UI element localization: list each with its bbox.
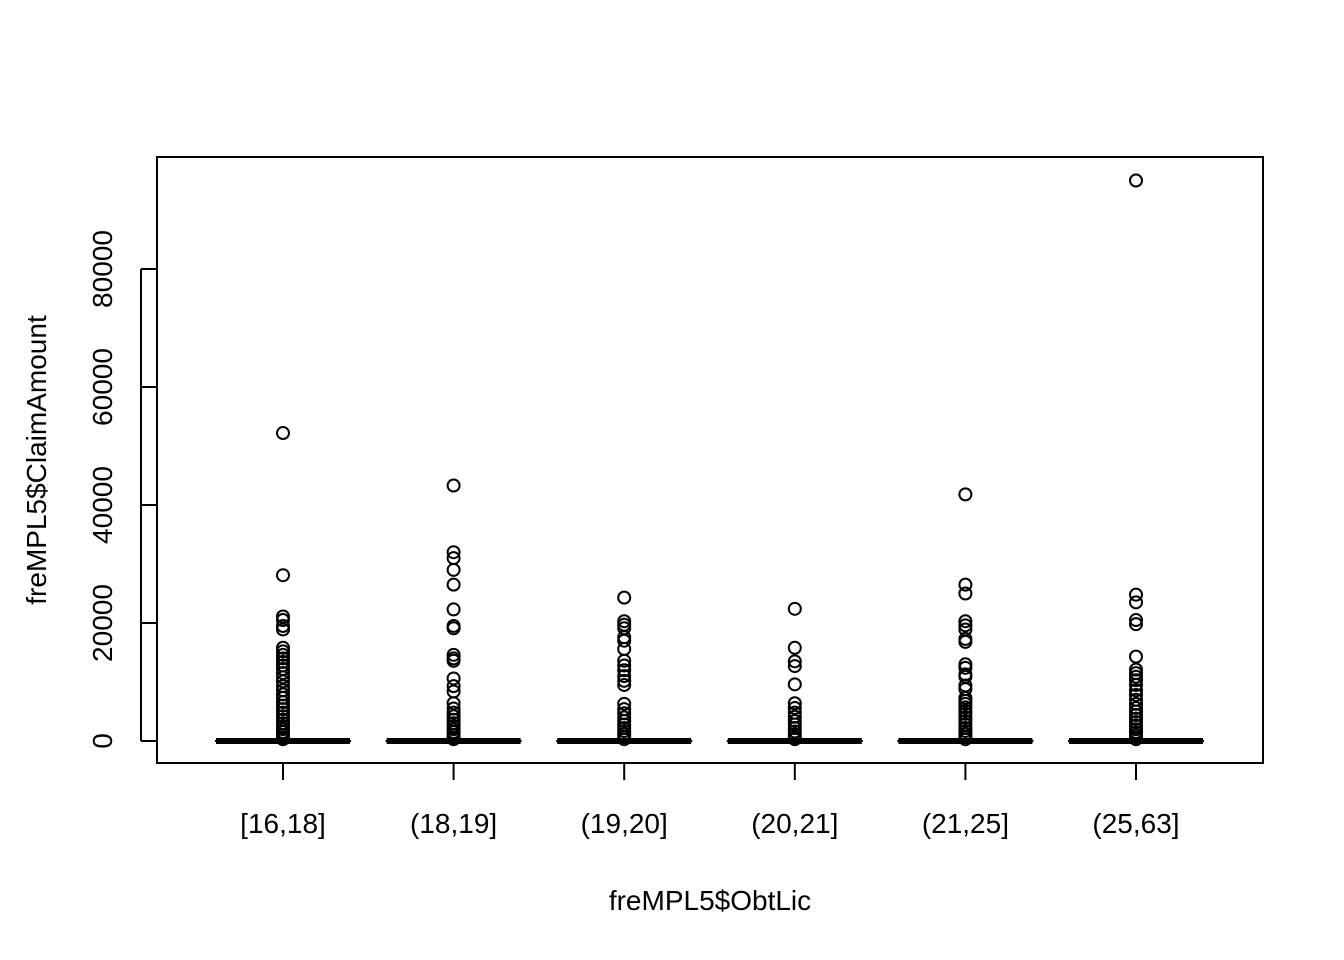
outlier-point — [787, 677, 802, 692]
y-tick-label: 80000 — [87, 230, 118, 308]
box-group — [1068, 173, 1204, 747]
outlier-point — [617, 673, 632, 688]
outlier-point — [1129, 613, 1143, 628]
box-group — [556, 590, 693, 747]
box-group — [215, 426, 351, 747]
outlier-point — [1129, 587, 1143, 602]
outlier-point — [446, 621, 461, 636]
outlier-point — [446, 577, 461, 592]
outlier-point — [446, 478, 461, 493]
outlier-point — [276, 732, 290, 747]
outlier-point — [1129, 649, 1143, 664]
outlier-point — [446, 545, 461, 560]
outlier-point — [958, 577, 973, 592]
outlier-point — [617, 653, 632, 668]
box-group — [726, 601, 863, 747]
outlier-point — [958, 487, 973, 502]
x-tick-label: [16,18] — [240, 808, 326, 839]
outlier-point — [958, 614, 973, 629]
outlier-point — [1129, 173, 1143, 188]
outlier-point — [617, 696, 632, 711]
outlier-point — [1129, 677, 1143, 692]
outlier-point — [617, 641, 632, 656]
outlier-point — [787, 696, 802, 711]
x-tick-label: (21,25] — [922, 808, 1009, 839]
x-axis-label: freMPL5$ObtLic — [609, 885, 811, 916]
outlier-point — [617, 732, 632, 747]
outlier-point — [787, 732, 802, 747]
y-axis: 0 20000 40000 60000 80000 — [87, 230, 157, 749]
outlier-point — [617, 663, 632, 678]
outlier-point — [446, 602, 461, 617]
outlier-point — [958, 586, 973, 601]
box-group — [385, 478, 522, 747]
outlier-point — [446, 562, 461, 577]
outlier-point — [617, 677, 632, 692]
outlier-point — [958, 660, 973, 675]
outlier-point — [276, 568, 290, 583]
outlier-point — [1129, 617, 1143, 632]
outlier-point — [958, 634, 973, 649]
y-axis-label: freMPL5$ClaimAmount — [21, 315, 52, 605]
y-tick-label: 40000 — [87, 466, 118, 544]
outlier-point — [958, 618, 973, 633]
plot-frame — [156, 156, 1264, 764]
boxes-layer — [215, 173, 1204, 747]
outlier-point — [617, 633, 632, 648]
y-tick-label: 60000 — [87, 348, 118, 426]
x-tick-label: (19,20] — [581, 808, 668, 839]
outlier-point — [1129, 732, 1143, 747]
outlier-point — [787, 654, 802, 669]
outlier-point — [787, 640, 802, 655]
outlier-point — [276, 613, 290, 628]
outlier-point — [617, 590, 632, 605]
y-tick-label: 0 — [87, 733, 118, 749]
y-tick-label: 20000 — [87, 584, 118, 662]
outlier-point — [446, 679, 461, 694]
outlier-point — [1129, 683, 1143, 698]
outlier-point — [446, 732, 461, 747]
outlier-point — [787, 659, 802, 674]
outlier-point — [787, 601, 802, 616]
outlier-point — [617, 658, 632, 673]
outlier-point — [446, 653, 461, 668]
x-tick-label: (25,63] — [1092, 808, 1179, 839]
outlier-point — [1129, 595, 1143, 610]
outlier-point — [958, 732, 973, 747]
x-tick-label: (18,19] — [410, 808, 497, 839]
box-group — [897, 487, 1034, 747]
x-axis: [16,18] (18,19] (19,20] (20,21] (21,25] (25,6… — [240, 762, 1180, 839]
x-tick-label: (20,21] — [751, 808, 838, 839]
outlier-point — [1129, 673, 1143, 688]
outlier-point — [617, 669, 632, 684]
outlier-point — [276, 622, 290, 637]
outlier-point — [276, 426, 290, 441]
